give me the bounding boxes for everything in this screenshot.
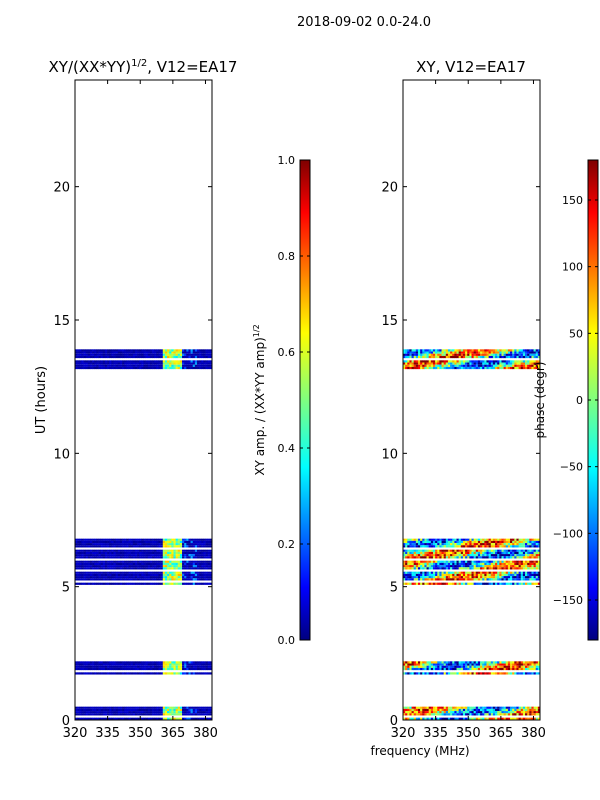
colorbar-phase-tick-label: 0 [576,394,583,407]
shared-x-axis-label: frequency (MHz) [370,744,469,758]
right-axes: 320 335 350 365 380 0 5 10 15 20 [381,80,546,741]
left-x-tick-label: 335 [95,726,120,741]
left-plot-frame [74,79,213,721]
left-panel-title: XY/(XX*YY)1/2, V12=EA17 [49,58,238,76]
colorbar-phase-label: phase (degr) [533,362,547,439]
left-y-tick-label: 15 [53,314,70,329]
left-axes: 320 335 350 365 380 0 5 10 15 20 [53,80,218,741]
left-y-axis-label: UT (hours) [34,366,49,434]
colorbar-amplitude-tick-label: 0.0 [278,634,296,647]
left-plot-area [75,80,212,720]
colorbar-phase-tick-label: −100 [553,527,583,540]
right-x-tick-label: 380 [521,726,546,741]
right-y-tick-label: 0 [390,714,398,729]
colorbar-phase-ticks: −150 −100 −50 0 50 100 150 [553,194,598,607]
right-plot-area [403,80,540,720]
colorbar-phase-tick-label: 50 [569,327,583,340]
colorbar-amplitude-tick-label: 0.2 [278,538,296,551]
colorbar-amplitude-tick-label: 0.6 [278,346,296,359]
right-y-tick-label: 5 [390,581,398,596]
left-x-tick-label: 350 [128,726,153,741]
left-x-tick-label: 320 [63,726,88,741]
right-x-tick-label: 335 [423,726,448,741]
colorbar-amplitude-label: XY amp. / (XX*YY amp)1/2 [252,324,267,475]
right-x-tick-label: 320 [391,726,416,741]
right-x-tick-label: 350 [456,726,481,741]
figure-title: 2018-09-02 0.0-24.0 [297,15,431,30]
colorbar-phase-tick-label: −50 [560,461,583,474]
colorbar-phase-tick-label: 150 [562,194,583,207]
right-plot-frame [402,79,541,721]
right-y-tick-label: 15 [381,314,398,329]
left-y-tick-label: 20 [53,181,70,196]
colorbar-amplitude-tick-label: 1.0 [278,154,296,167]
right-y-tick-label: 10 [381,447,398,462]
right-y-tick-label: 20 [381,181,398,196]
right-panel-title: XY, V12=EA17 [416,58,526,76]
left-x-tick-label: 380 [193,726,218,741]
colorbar-amplitude-tick-label: 0.4 [278,442,296,455]
left-x-tick-label: 365 [160,726,185,741]
left-heatmap [75,349,212,720]
colorbar-amplitude-tick-label: 0.8 [278,250,296,263]
left-y-tick-label: 0 [62,714,70,729]
colorbar-amplitude [299,159,311,641]
left-y-tick-label: 10 [53,447,70,462]
right-x-tick-label: 365 [488,726,513,741]
left-y-tick-label: 5 [62,581,70,596]
right-heatmap [403,349,540,720]
colorbar-phase-tick-label: 100 [562,261,583,274]
colorbar-amplitude-ticks: 0.0 0.2 0.4 0.6 0.8 1.0 [278,154,310,647]
colorbar-phase-tick-label: −150 [553,594,583,607]
